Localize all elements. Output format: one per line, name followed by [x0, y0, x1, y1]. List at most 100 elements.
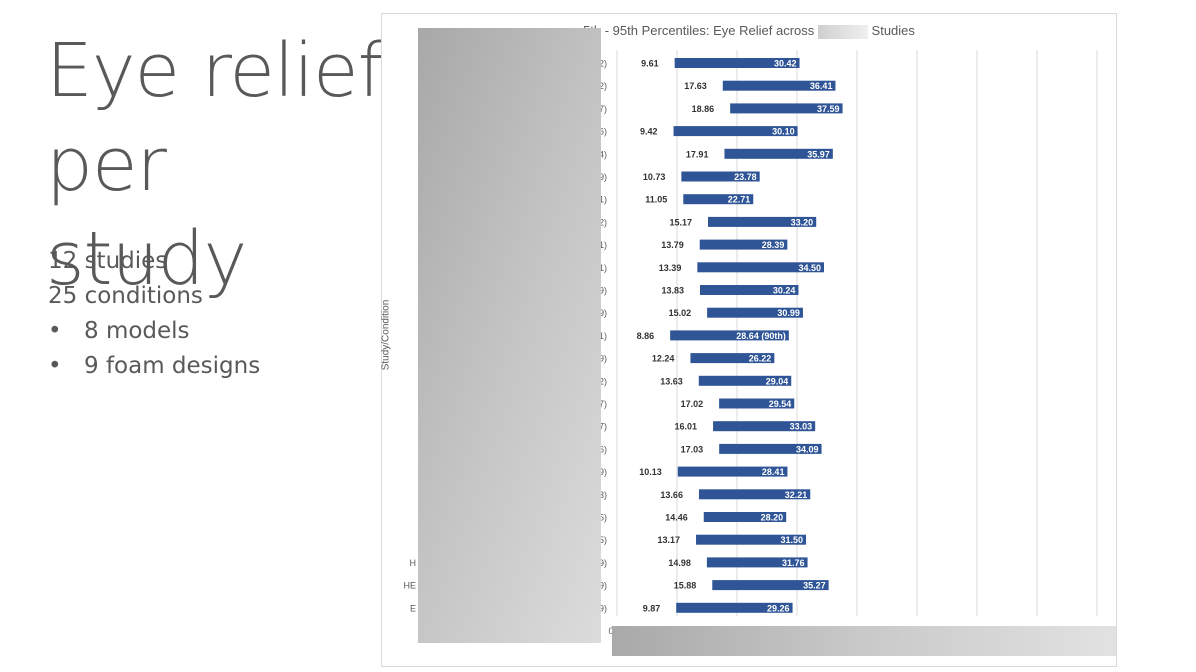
bullet-dot-icon: • [48, 318, 62, 344]
slide-title: Eye relief per study [46, 24, 386, 306]
data-label-5th: 16.01 [675, 422, 698, 432]
data-label-5th: 18.86 [692, 104, 715, 114]
range-bar [699, 239, 788, 250]
data-label-95th: 29.26 [767, 603, 790, 613]
data-label-5th: 15.02 [669, 308, 692, 318]
data-label-5th: 8.86 [637, 331, 655, 341]
data-label-95th: 35.27 [803, 581, 826, 591]
data-label-95th: 33.03 [790, 422, 813, 432]
category-tick-label: 2) [599, 81, 607, 91]
data-label-95th: 29.04 [766, 376, 789, 386]
range-bar [703, 512, 787, 522]
data-label-5th: 13.39 [659, 263, 682, 273]
bullet-studies: 12 studies [48, 248, 168, 274]
subbullet-foam-designs: • 9 foam designs [48, 349, 260, 384]
chart-title-prefix: 5th - 95th Percentiles: Eye Relief acros… [583, 23, 815, 38]
data-label-5th: 13.66 [660, 490, 683, 500]
category-tick-label: 5) [599, 535, 607, 545]
data-label-5th: 9.42 [640, 127, 658, 137]
data-label-95th: 33.20 [791, 217, 814, 227]
range-bar [730, 103, 843, 114]
range-bar [708, 216, 817, 227]
data-label-5th: 11.05 [645, 195, 667, 205]
range-bar [690, 353, 775, 364]
data-label-95th: 34.09 [796, 444, 819, 454]
data-label-95th: 32.21 [785, 490, 808, 500]
slide-title-line-1: Eye relief [46, 28, 384, 114]
subbullet-models: • 8 models [48, 314, 260, 349]
category-tick-label: 1) [599, 240, 607, 250]
category-tick-label: 2) [599, 59, 607, 69]
data-label-95th: 28.39 [762, 240, 785, 250]
range-bar [677, 466, 788, 477]
x-tick-label: 0 [608, 626, 613, 636]
range-bar [698, 375, 792, 386]
range-bar [670, 330, 789, 341]
range-bar [724, 148, 833, 159]
category-tick-label: 9) [599, 172, 607, 182]
category-tick-label: 9) [599, 308, 607, 318]
category-tick-label: 9) [599, 354, 607, 364]
range-bar [676, 602, 793, 613]
data-label-5th: 17.02 [681, 399, 704, 409]
range-bar [719, 443, 822, 454]
data-label-95th: 37.59 [817, 104, 840, 114]
data-label-5th: 14.98 [668, 558, 691, 568]
data-label-5th: 13.83 [661, 286, 684, 296]
category-tick-label: 1) [599, 331, 607, 341]
data-label-95th: 30.99 [777, 308, 800, 318]
subbullet-models-label: 8 models [84, 318, 190, 344]
data-label-5th: 9.61 [641, 59, 659, 69]
data-label-5th: 14.46 [665, 513, 688, 523]
category-tick-label: 2) [599, 376, 607, 386]
data-label-95th: 30.24 [773, 286, 796, 296]
slide-title-line-2: per study [46, 122, 247, 302]
range-bar [674, 58, 800, 68]
data-label-5th: 10.13 [639, 467, 662, 477]
category-tick-label: 6) [599, 444, 607, 454]
category-tick-label: 6) [599, 127, 607, 137]
data-label-5th: 13.79 [661, 240, 684, 250]
redacted-x-axis [612, 626, 1116, 656]
data-label-95th: 28.41 [762, 467, 785, 477]
range-bar [712, 580, 829, 591]
data-label-95th: 28.64 (90th) [736, 331, 786, 341]
category-tick-label: 2) [599, 217, 607, 227]
chart-title: 5th - 95th Percentiles: Eye Relief acros… [382, 23, 1116, 39]
data-label-5th: 17.63 [684, 81, 707, 91]
range-bar [706, 557, 808, 568]
category-tick-label: 7) [599, 399, 607, 409]
range-bar [707, 307, 803, 318]
data-label-95th: 35.97 [807, 149, 830, 159]
range-bar [696, 534, 806, 545]
data-label-5th: 13.63 [660, 376, 683, 386]
data-label-95th: 31.50 [780, 535, 803, 545]
category-tick-label: 9) [599, 558, 607, 568]
data-label-5th: 9.87 [643, 603, 661, 613]
data-label-5th: 15.17 [669, 217, 692, 227]
bullet-dot-icon: • [48, 353, 62, 379]
data-label-5th: 15.88 [674, 581, 697, 591]
category-tick-label: 3) [599, 490, 607, 500]
data-label-5th: 17.03 [681, 444, 704, 454]
data-label-95th: 34.50 [798, 263, 821, 273]
category-tick-label: 9) [599, 603, 607, 613]
data-label-95th: 31.76 [782, 558, 805, 568]
category-tick-prefix: HE [403, 581, 416, 591]
category-tick-label: 5) [599, 513, 607, 523]
range-bar [698, 489, 811, 500]
range-bar [719, 398, 795, 409]
range-bar [681, 171, 760, 182]
data-label-95th: 30.42 [774, 59, 797, 69]
range-bar [722, 80, 836, 91]
data-label-95th: 23.78 [734, 172, 757, 182]
range-bar [673, 126, 798, 137]
range-bar [699, 285, 799, 295]
redacted-category-labels [418, 28, 601, 643]
category-tick-prefix: H [410, 558, 417, 568]
redacted-block [817, 24, 868, 39]
data-label-5th: 13.17 [657, 535, 680, 545]
category-tick-label: 4) [599, 149, 607, 159]
data-label-5th: 12.24 [652, 354, 675, 364]
category-tick-label: 9) [599, 467, 607, 477]
